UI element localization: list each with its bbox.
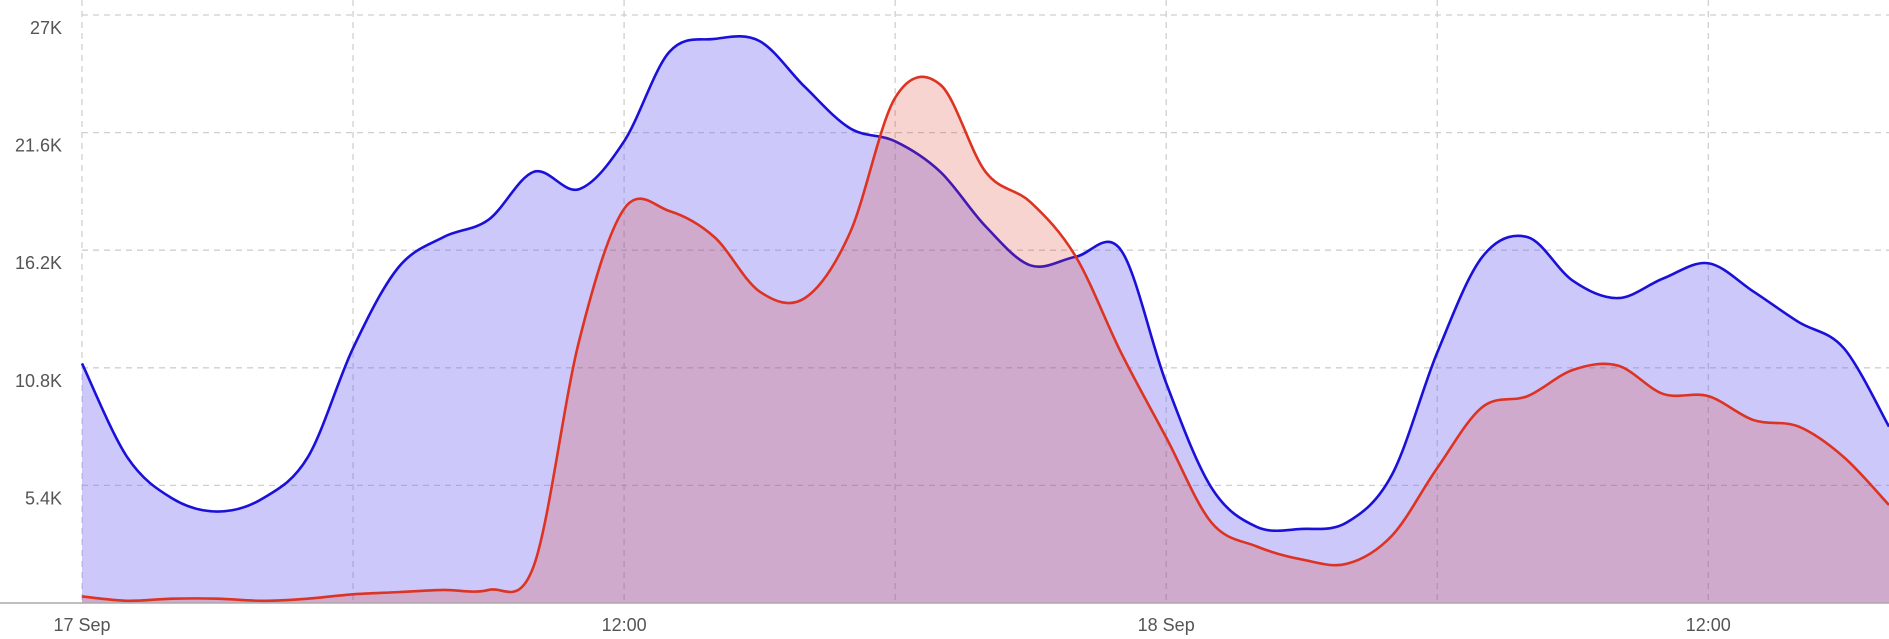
y-tick-label: 5.4K (25, 488, 62, 508)
line (80, 35, 1889, 533)
area-fill (82, 36, 1889, 603)
area-fill (82, 76, 1889, 604)
line (81, 75, 1889, 603)
x-tick-label: 18 Sep (1138, 615, 1195, 635)
y-tick-label: 21.6K (15, 136, 62, 156)
y-tick-label: 10.8K (15, 371, 62, 391)
x-tick-label: 17 Sep (53, 615, 110, 635)
y-tick-label: 16.2K (15, 253, 62, 273)
x-tick-label: 12:00 (1686, 615, 1731, 635)
y-tick-label: 27K (30, 18, 62, 38)
x-tick-label: 12:00 (602, 615, 647, 635)
